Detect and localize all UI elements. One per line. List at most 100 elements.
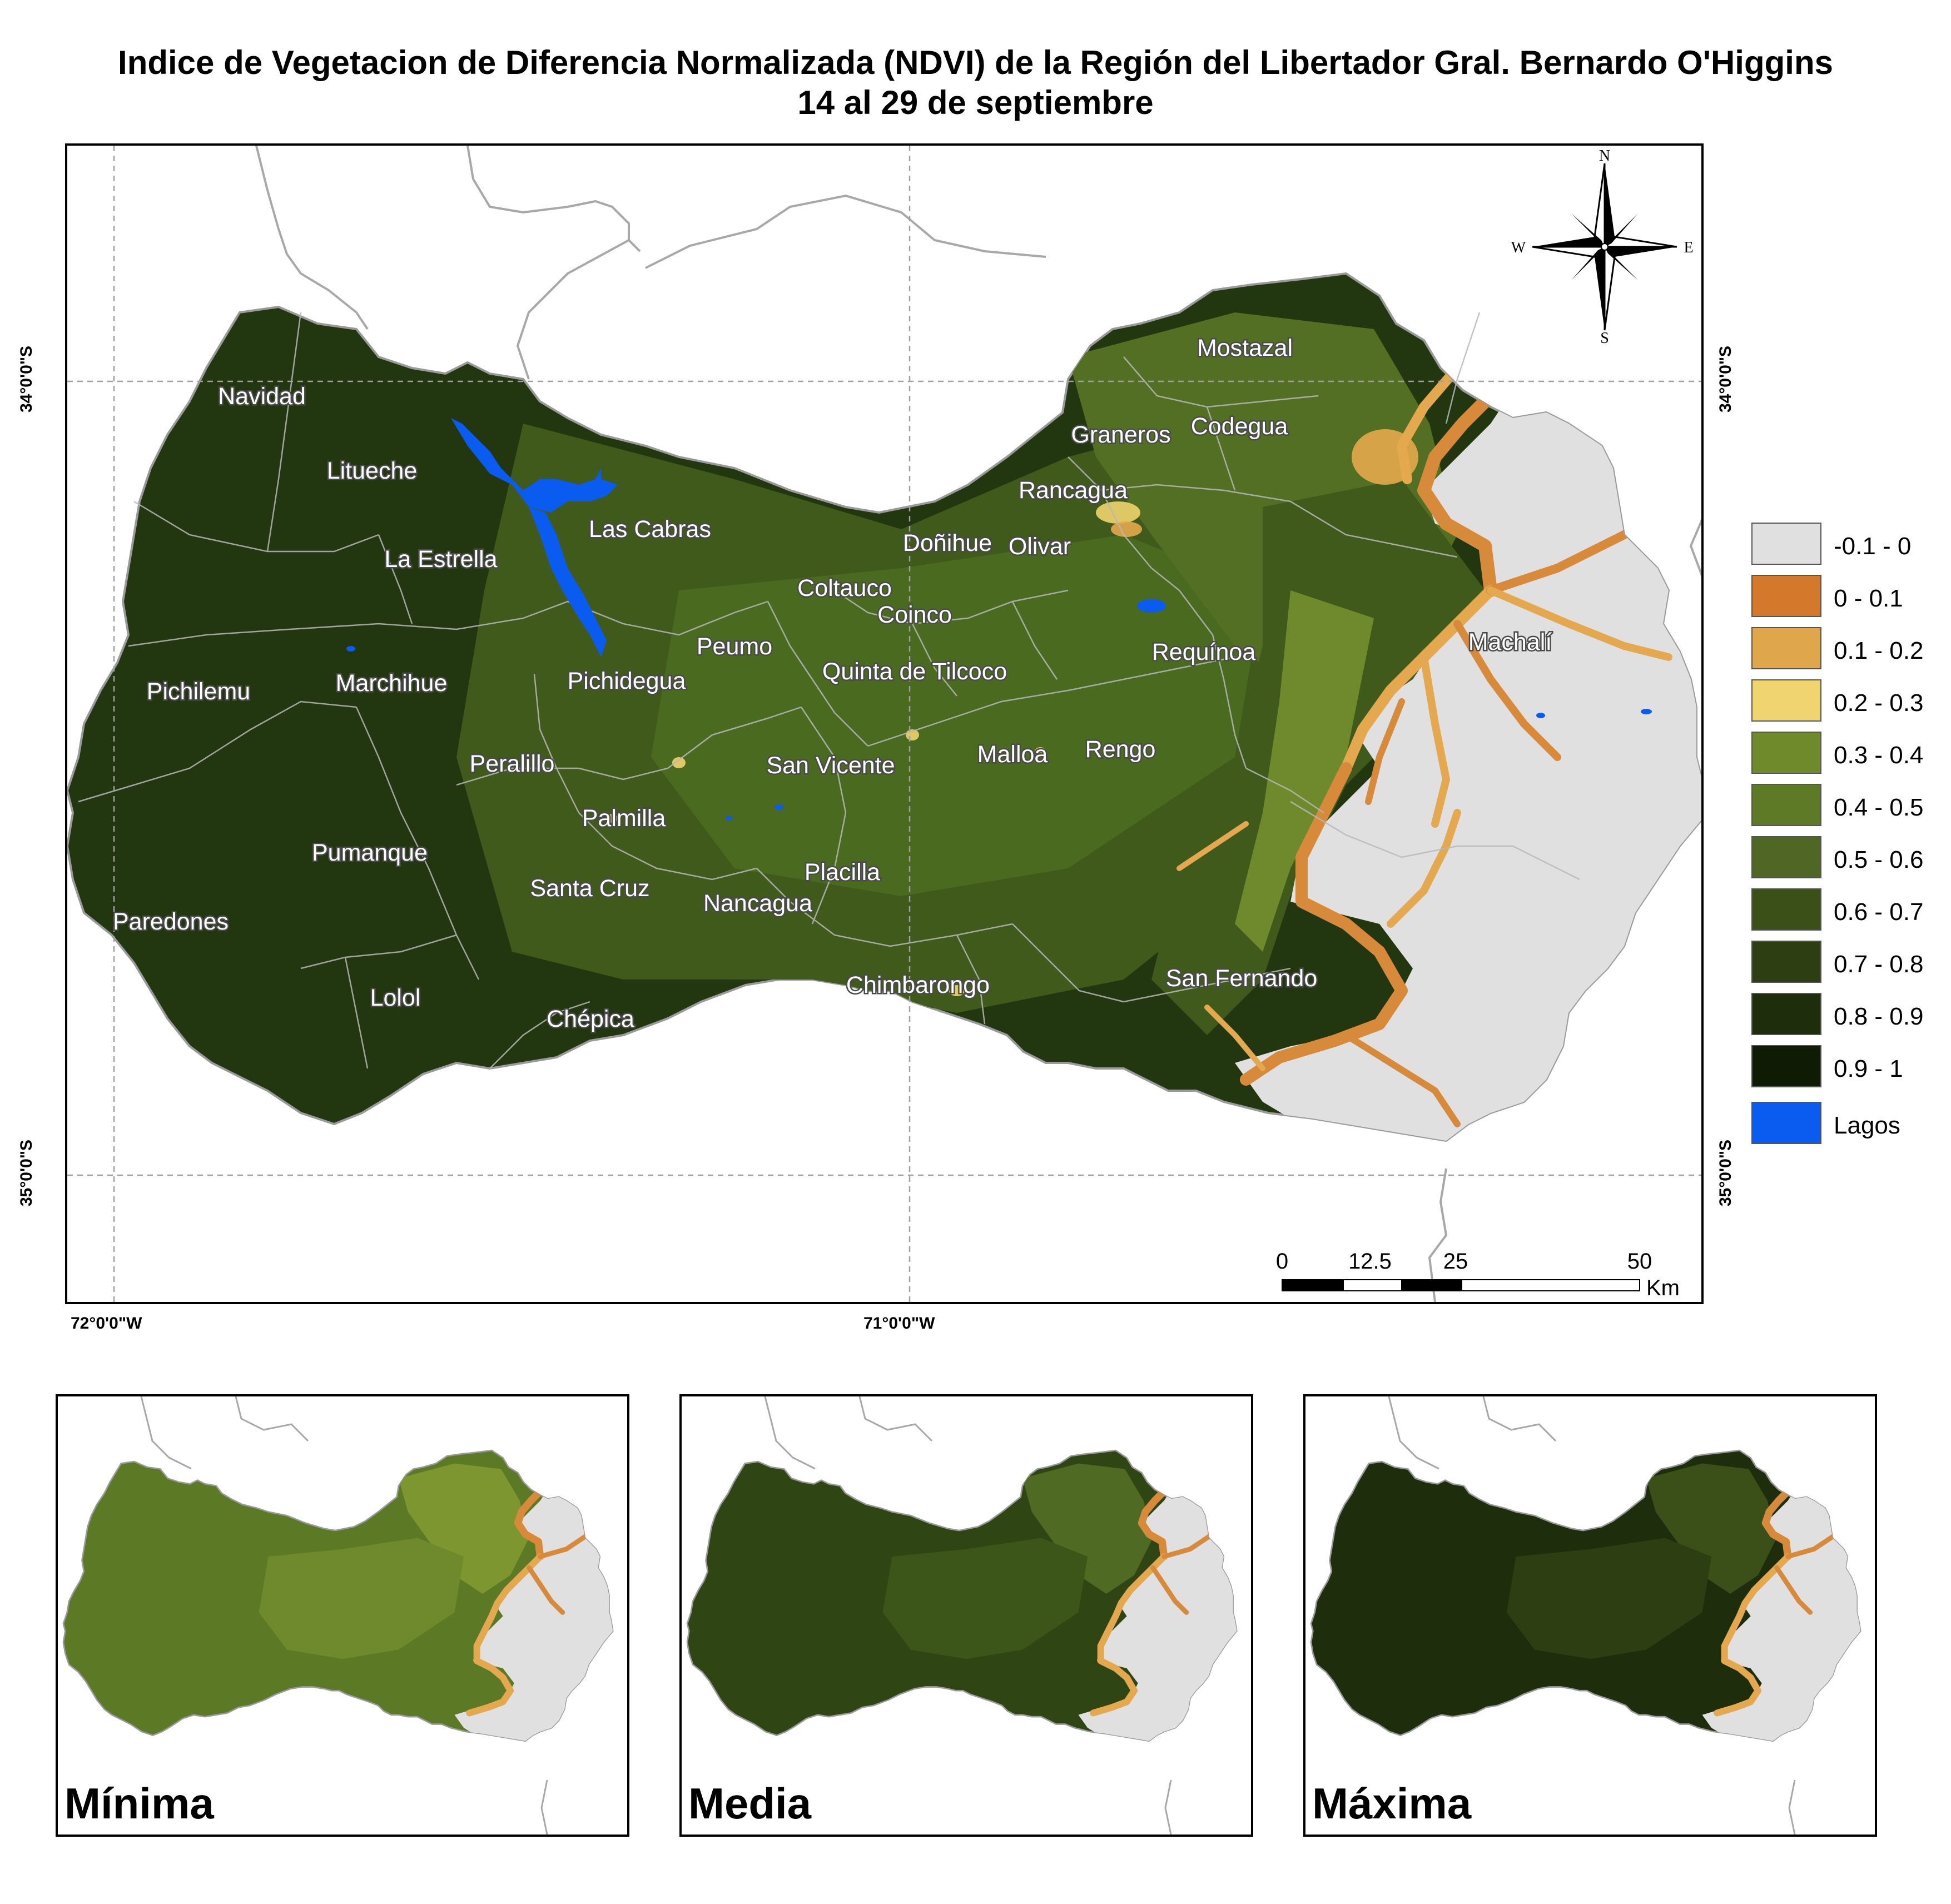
commune-label-donihue: Doñihue [903, 530, 992, 556]
legend-swatch [1751, 784, 1821, 826]
legend-swatch [1751, 679, 1821, 722]
legend-item: 0.9 - 1 [1751, 1045, 1935, 1091]
commune-labels: Navidad Litueche La Estrella Las Cabras … [112, 334, 1553, 1034]
commune-label-paredones: Paredones [113, 908, 229, 935]
west-letter: W [1511, 239, 1526, 256]
commune-label-graneros: Graneros [1071, 421, 1170, 448]
legend-swatch [1751, 627, 1821, 669]
legend-item: 0.8 - 0.9 [1751, 993, 1935, 1038]
legend-label: 0.5 - 0.6 [1834, 846, 1924, 873]
commune-label-coinco: Coinco [877, 601, 952, 628]
commune-label-pichilemu: Pichilemu [147, 678, 250, 705]
legend-swatch [1751, 1102, 1821, 1144]
commune-label-requinoa: Requínoa [1152, 639, 1256, 665]
legend-label: Lagos [1834, 1112, 1900, 1139]
scale-label-25: 25 [1443, 1249, 1468, 1274]
ndvi-raster [456, 291, 1701, 1141]
north-arrow-icon [1532, 163, 1677, 331]
commune-borders [78, 312, 1580, 1069]
legend-swatch [1751, 1045, 1821, 1087]
lon-label-left: 72°0'0"W [71, 1314, 142, 1333]
legend-item: 0 - 0.1 [1751, 575, 1935, 620]
legend-swatch [1751, 575, 1821, 617]
inset-maxima: Máxima [1303, 1394, 1877, 1837]
commune-label-chimbarongo: Chimbarongo [846, 972, 990, 998]
legend-swatch [1751, 836, 1821, 878]
legend-swatch [1751, 732, 1821, 774]
commune-label-rengo: Rengo [1085, 736, 1156, 763]
legend-swatch [1751, 888, 1821, 931]
legend-swatch [1751, 523, 1821, 565]
scale-label-50: 50 [1627, 1249, 1652, 1274]
legend-label: 0 - 0.1 [1834, 585, 1903, 612]
east-letter: E [1684, 239, 1693, 256]
legend-label: 0.6 - 0.7 [1834, 898, 1924, 926]
commune-label-quinta-de-tilcoco: Quinta de Tilcoco [822, 658, 1007, 685]
commune-label-placilla: Placilla [805, 859, 880, 886]
lat-label-left-bottom: 35°0'0"S [17, 1139, 36, 1207]
legend-label: 0.1 - 0.2 [1834, 637, 1924, 664]
map-subtitle: 14 al 29 de septiembre [797, 84, 1154, 121]
legend-item: 0.3 - 0.4 [1751, 732, 1935, 777]
legend-label: -0.1 - 0 [1834, 533, 1912, 560]
inset-label-media: Media [688, 1779, 812, 1828]
legend-item: -0.1 - 0 [1751, 523, 1935, 568]
legend-item: 0.5 - 0.6 [1751, 836, 1935, 882]
legend-label: 0.7 - 0.8 [1834, 951, 1924, 978]
commune-label-coltauco: Coltauco [797, 575, 892, 601]
legend-item: Lagos [1751, 1102, 1935, 1147]
commune-label-litueche: Litueche [327, 458, 418, 484]
commune-label-pichidegua: Pichidegua [568, 668, 686, 694]
commune-label-codegua: Codegua [1191, 413, 1288, 440]
legend-item: 0.1 - 0.2 [1751, 627, 1935, 673]
commune-label-machali: Machalí [1468, 629, 1552, 655]
legend-swatch [1751, 941, 1821, 983]
commune-label-palmilla: Palmilla [582, 805, 666, 832]
legend-label: 0.3 - 0.4 [1834, 742, 1924, 769]
commune-label-navidad: Navidad [218, 383, 306, 410]
graticule [67, 146, 1701, 1302]
inset-label-minima: Mínima [64, 1779, 214, 1828]
scale-label-12-5: 12.5 [1348, 1249, 1392, 1274]
scale-bar [1282, 1279, 1640, 1291]
commune-label-las-cabras: Las Cabras [589, 516, 711, 543]
map-title: Indice de Vegetacion de Diferencia Norma… [118, 44, 1833, 81]
commune-label-la-estrella: La Estrella [384, 546, 497, 573]
lon-label-right: 71°0'0"W [863, 1314, 935, 1333]
lat-label-right-top: 34°0'0"S [1716, 345, 1735, 413]
lat-label-left-top: 34°0'0"S [17, 345, 36, 413]
lat-label-right-bottom: 35°0'0"S [1716, 1139, 1735, 1207]
main-map: Navidad Litueche La Estrella Las Cabras … [65, 143, 1704, 1304]
legend-item: 0.2 - 0.3 [1751, 679, 1935, 725]
commune-label-mostazal: Mostazal [1197, 335, 1293, 361]
commune-label-peumo: Peumo [697, 633, 772, 660]
legend-item: 0.7 - 0.8 [1751, 941, 1935, 986]
legend-item: 0.6 - 0.7 [1751, 888, 1935, 934]
commune-label-pumanque: Pumanque [312, 839, 428, 866]
legend-label: 0.9 - 1 [1834, 1055, 1903, 1082]
commune-label-san-fernando: San Fernando [1166, 965, 1318, 992]
commune-label-santa-cruz: Santa Cruz [530, 875, 649, 902]
scale-label-0: 0 [1276, 1249, 1288, 1274]
commune-label-rancagua: Rancagua [1019, 477, 1128, 504]
commune-label-nancagua: Nancagua [703, 890, 812, 917]
neighbor-borders [255, 146, 1701, 1302]
scale-unit: Km [1646, 1276, 1680, 1300]
north-letter: N [1599, 147, 1610, 165]
commune-label-san-vicente: San Vicente [766, 752, 895, 779]
legend-label: 0.2 - 0.3 [1834, 689, 1924, 717]
inset-minima: Mínima [56, 1394, 629, 1837]
commune-label-olivar: Olivar [1009, 533, 1071, 560]
south-letter: S [1600, 330, 1609, 347]
lakes [346, 418, 1652, 821]
legend-swatch [1751, 993, 1821, 1035]
commune-label-marchihue: Marchihue [336, 670, 448, 697]
commune-label-chepica: Chépica [547, 1006, 634, 1032]
inset-label-maxima: Máxima [1312, 1779, 1472, 1828]
legend-label: 0.8 - 0.9 [1834, 1003, 1924, 1030]
legend-item: 0.4 - 0.5 [1751, 784, 1935, 829]
commune-label-lolol: Lolol [370, 985, 421, 1011]
commune-label-peralillo: Peralillo [470, 750, 555, 777]
commune-label-malloa: Malloa [977, 741, 1048, 768]
inset-media: Media [679, 1394, 1253, 1837]
